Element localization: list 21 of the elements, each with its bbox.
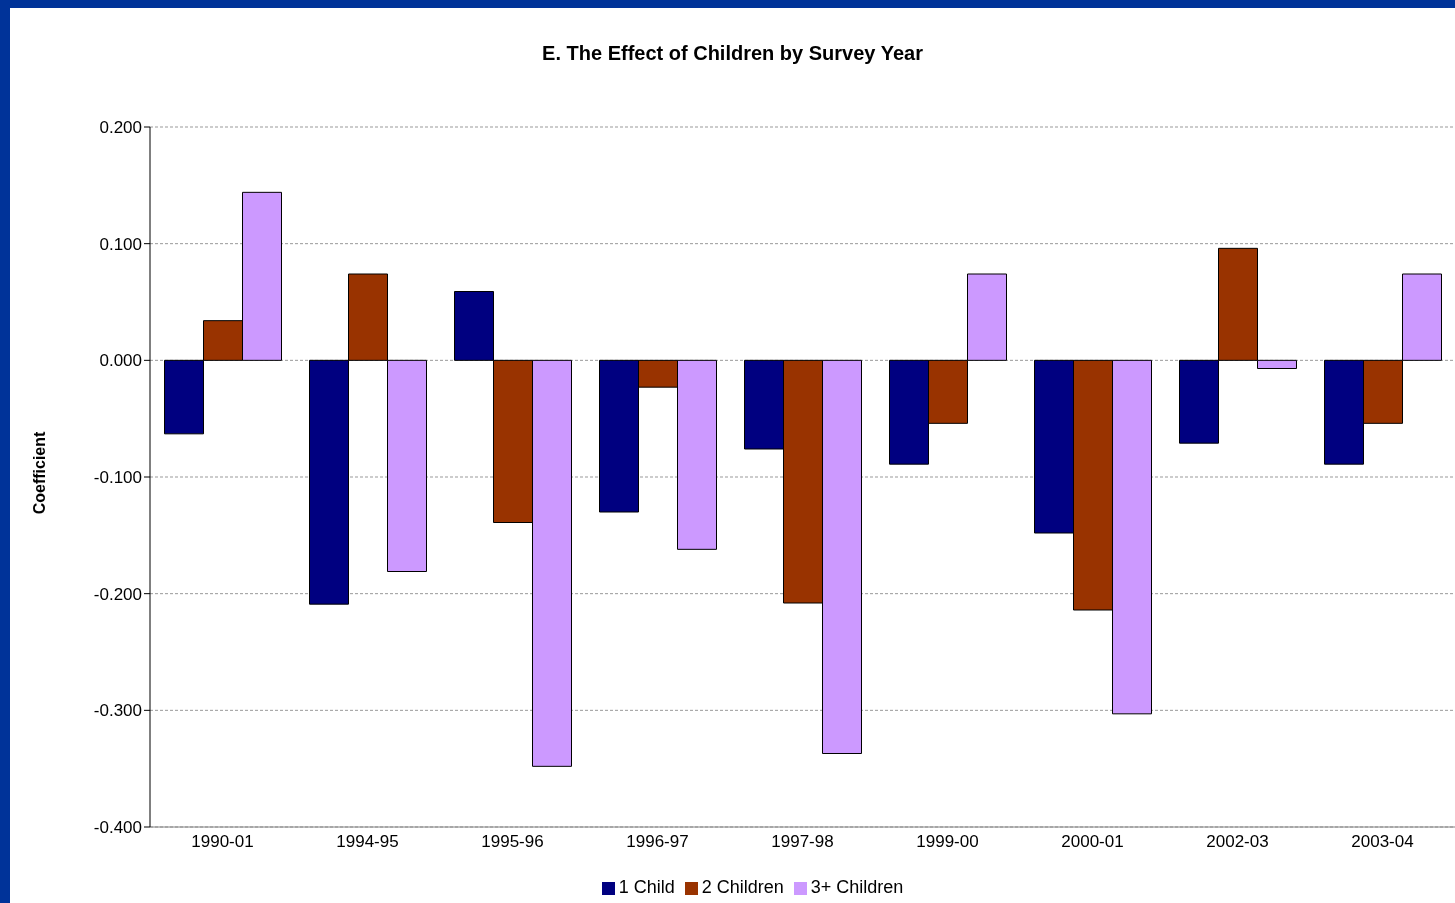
legend-label: 1 Child <box>618 877 675 897</box>
x-tick-label: 1990-01 <box>191 832 254 852</box>
y-tick-label: 0.200 <box>99 118 142 138</box>
x-tick-label: 1999-00 <box>916 832 979 852</box>
x-tick-label: 2003-04 <box>1351 832 1414 852</box>
y-tick-label: -0.100 <box>93 468 142 488</box>
chart-title: E. The Effect of Children by Survey Year <box>541 42 924 65</box>
y-tick-label: 0.000 <box>99 351 142 371</box>
y-axis-title: Coefficient <box>31 431 49 515</box>
y-tick-label: -0.400 <box>93 818 142 838</box>
x-tick-label: 2000-01 <box>1061 832 1124 852</box>
x-tick-label: 1995-96 <box>481 832 544 852</box>
legend-label: 3+ Children <box>810 877 904 897</box>
legend-label: 2 Children <box>701 877 784 897</box>
x-tick-label: 1997-98 <box>771 832 834 852</box>
x-tick-label: 1994-95 <box>336 832 399 852</box>
y-tick-label: -0.200 <box>93 584 142 604</box>
y-tick-label: -0.300 <box>93 701 142 721</box>
x-tick-label: 1996-97 <box>626 832 689 852</box>
x-tick-label: 2002-03 <box>1206 832 1269 852</box>
y-tick-label: 0.100 <box>99 234 142 254</box>
